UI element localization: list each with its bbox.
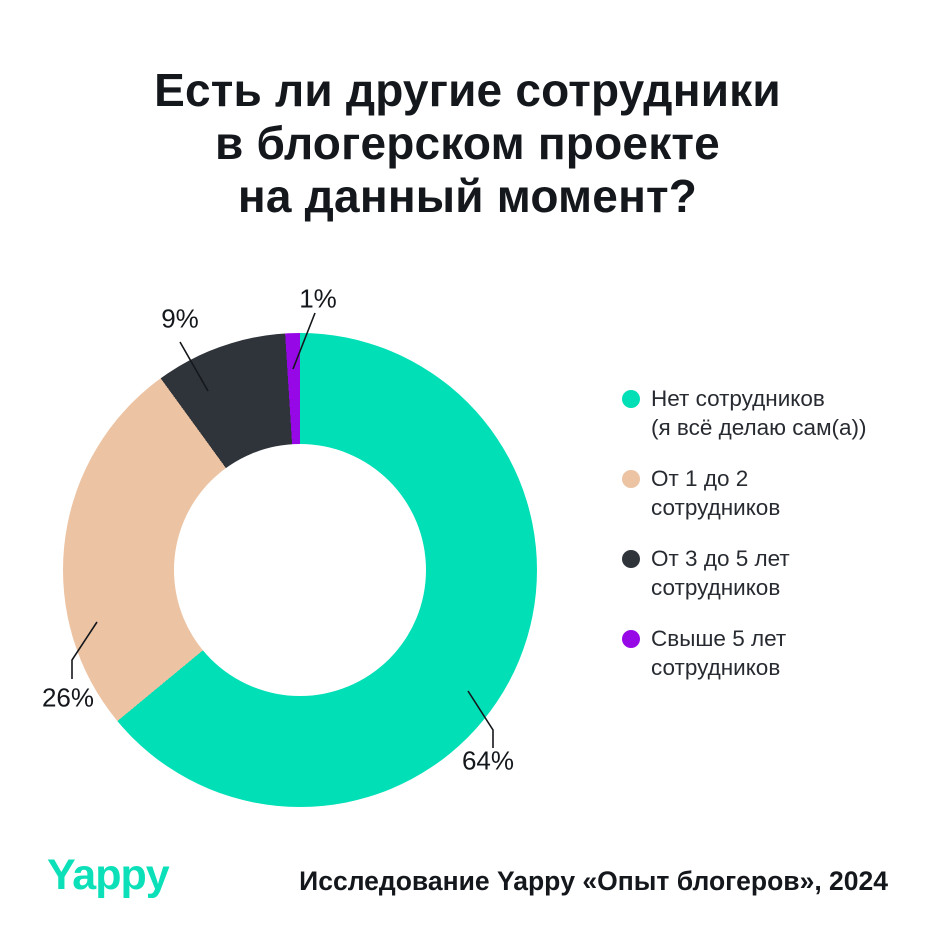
- legend-label-line: сотрудников: [651, 575, 781, 600]
- legend-dot-icon: [622, 550, 640, 568]
- legend-label-line: От 1 до 2: [651, 466, 749, 491]
- legend-label-line: (я всё делаю сам(а)): [651, 415, 867, 440]
- legend-label: От 1 до 2 сотрудников: [651, 464, 780, 522]
- legend-label: Нет сотрудников (я всё делаю сам(а)): [651, 384, 867, 442]
- legend-label-line: сотрудников: [651, 495, 781, 520]
- legend-item: От 1 до 2 сотрудников: [622, 464, 912, 522]
- percent-label: 1%: [299, 283, 337, 314]
- percent-label: 9%: [161, 303, 199, 334]
- yappy-logo: Yappy: [47, 851, 170, 899]
- legend-item: Свыше 5 лет сотрудников: [622, 624, 912, 682]
- donut-chart-hole: [174, 444, 426, 696]
- page-title-line: на данный момент?: [237, 170, 698, 222]
- legend-label-line: сотрудников: [651, 655, 781, 680]
- percent-label: 64%: [461, 745, 515, 776]
- page-title-line: Есть ли другие сотрудники: [154, 64, 781, 116]
- legend-label: От 3 до 5 лет сотрудников: [651, 544, 790, 602]
- legend-item: От 3 до 5 лет сотрудников: [622, 544, 912, 602]
- legend-label-line: Нет сотрудников: [651, 386, 825, 411]
- percent-label: 26%: [41, 682, 95, 713]
- legend-dot-icon: [622, 630, 640, 648]
- source-credit: Исследование Yappy «Опыт блогеров», 2024: [299, 866, 888, 896]
- legend-item: Нет сотрудников (я всё делаю сам(а)): [622, 384, 912, 442]
- legend-dot-icon: [622, 390, 640, 408]
- legend-label-line: Свыше 5 лет: [651, 626, 787, 651]
- legend-label-line: От 3 до 5 лет: [651, 546, 790, 571]
- page-title-line: в блогерском проекте: [215, 117, 720, 169]
- legend-label: Свыше 5 лет сотрудников: [651, 624, 786, 682]
- chart-legend: Нет сотрудников (я всё делаю сам(а)) От …: [622, 384, 912, 704]
- page-title: Есть ли другие сотрудники в блогерском п…: [0, 64, 935, 223]
- legend-dot-icon: [622, 470, 640, 488]
